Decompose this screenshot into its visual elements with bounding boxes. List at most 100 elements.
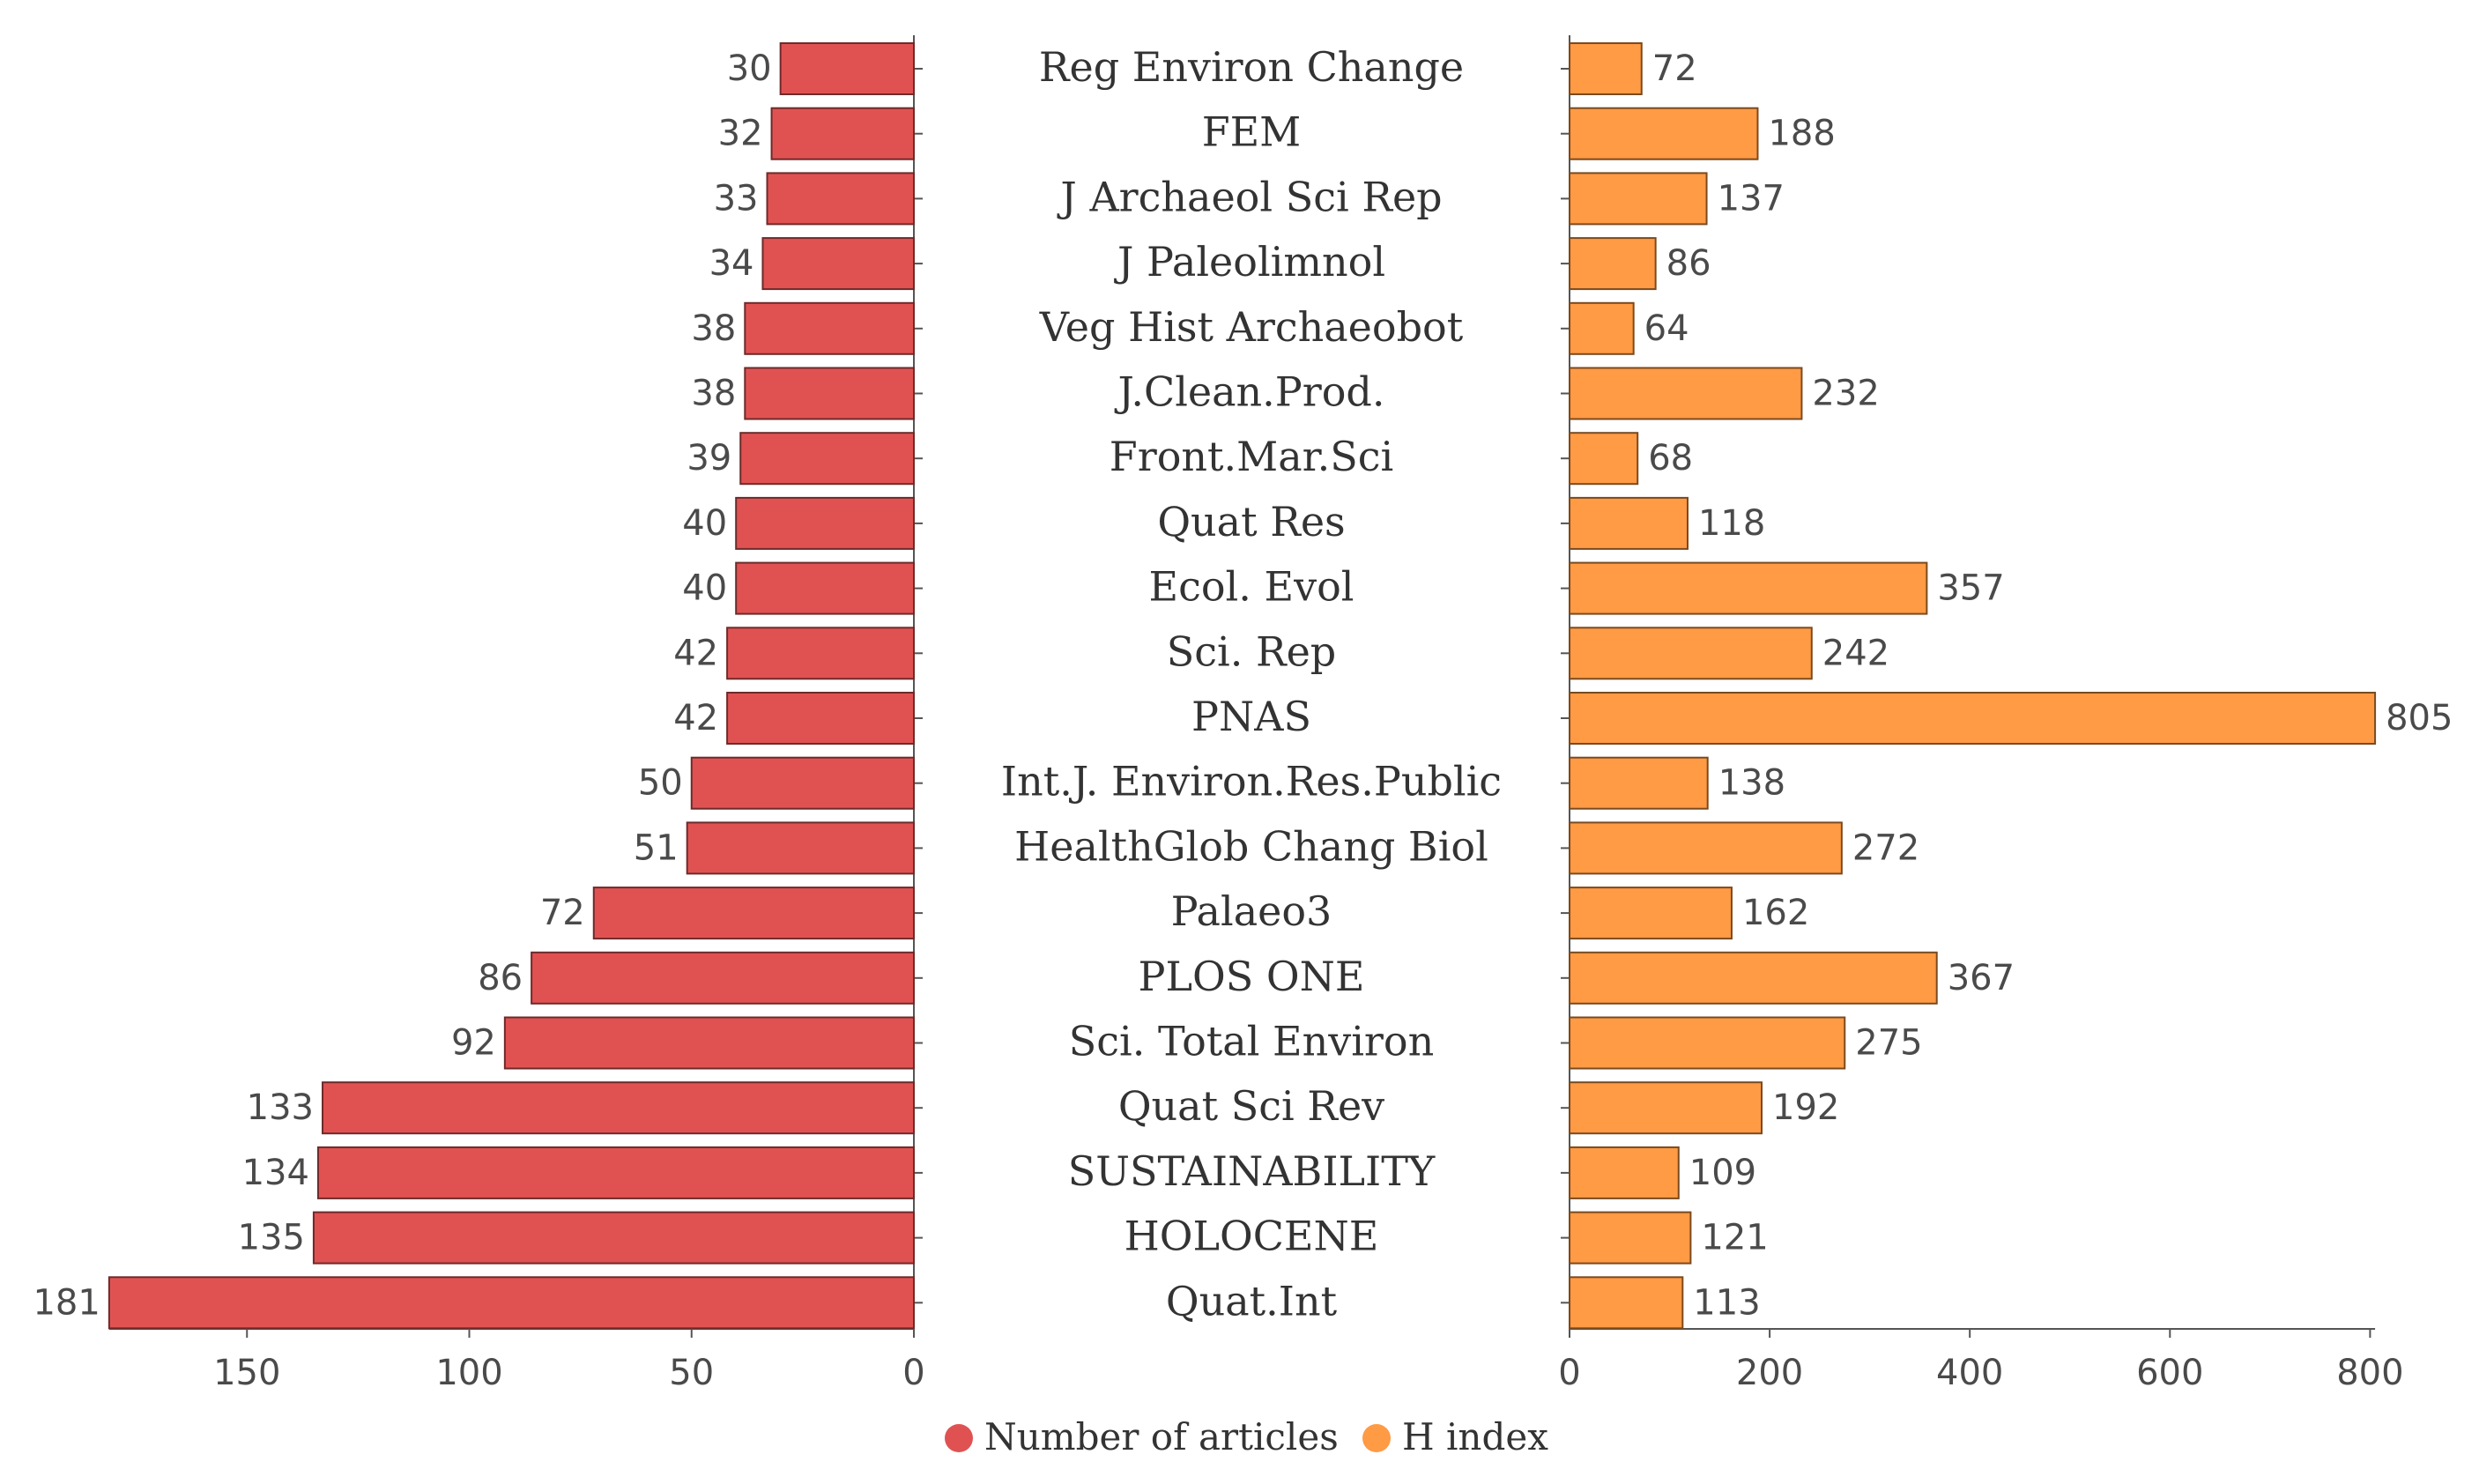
- journal-label: J Paleolimnol: [1114, 238, 1385, 286]
- h-index-data-label: 272: [1852, 827, 1919, 868]
- legend-articles-label: Number of articles: [984, 1415, 1339, 1458]
- articles-bar: [312, 1211, 915, 1265]
- journal-label: J Archaeol Sci Rep: [1057, 173, 1442, 220]
- articles-data-label: 181: [33, 1282, 100, 1323]
- h-index-bar: [1569, 1211, 1692, 1265]
- h-index-data-label: 275: [1855, 1023, 1922, 1064]
- articles-data-label: 135: [238, 1218, 305, 1258]
- articles-data-label: 39: [687, 438, 731, 479]
- h-index-bar: [1569, 1081, 1763, 1135]
- journal-label: HOLOCENE: [1124, 1213, 1379, 1260]
- articles-bar: [744, 301, 915, 355]
- h-index-bar: [1569, 367, 1803, 420]
- h-index-bar: [1569, 692, 2377, 745]
- left-x-tick-label: 150: [213, 1353, 280, 1393]
- journal-label: J.Clean.Prod.: [1115, 368, 1385, 416]
- h-index-data-label: 64: [1644, 308, 1689, 349]
- articles-bar: [531, 951, 915, 1005]
- articles-data-label: 133: [247, 1087, 314, 1128]
- h-index-data-label: 138: [1718, 763, 1785, 804]
- journal-label: Quat Sci Rev: [1118, 1082, 1384, 1130]
- right-x-tick-label: 800: [2336, 1353, 2403, 1393]
- h-index-data-label: 232: [1812, 374, 1879, 414]
- h-index-data-label: 118: [1698, 503, 1765, 544]
- h-index-bar: [1569, 561, 1928, 615]
- journal-label: Veg Hist Archaeobot: [1039, 303, 1464, 351]
- journal-label: PLOS ONE: [1139, 953, 1365, 1000]
- h-index-bar: [1569, 627, 1813, 680]
- h-index-bar: [1569, 107, 1759, 160]
- articles-bar: [592, 887, 915, 940]
- journal-label: Sci. Total Environ: [1069, 1018, 1435, 1065]
- journal-label: Int.J. Environ.Res.Public: [1001, 758, 1502, 805]
- right-x-tick-label: 400: [1936, 1353, 2003, 1393]
- articles-bar: [735, 561, 916, 615]
- h-index-bar: [1569, 821, 1843, 875]
- h-index-bar: [1569, 301, 1635, 355]
- articles-data-label: 33: [714, 178, 759, 219]
- articles-bar: [503, 1016, 915, 1070]
- legend-articles-marker: [945, 1424, 973, 1452]
- right-x-tick-label: 200: [1736, 1353, 1803, 1393]
- h-index-bar: [1569, 1016, 1846, 1070]
- right-x-tick-label: 0: [1558, 1353, 1580, 1393]
- articles-bar: [690, 756, 915, 810]
- h-index-data-label: 367: [1948, 958, 2015, 998]
- articles-data-label: 40: [682, 503, 727, 544]
- journal-label: FEM: [1202, 108, 1302, 156]
- articles-data-label: 50: [638, 763, 683, 804]
- articles-bar: [735, 496, 916, 550]
- articles-data-label: 86: [478, 958, 523, 998]
- h-index-bar: [1569, 1276, 1684, 1330]
- articles-data-label: 32: [718, 114, 763, 154]
- h-index-data-label: 121: [1701, 1218, 1768, 1258]
- articles-data-label: 42: [673, 698, 718, 738]
- legend-h-index-label: H index: [1402, 1415, 1548, 1458]
- legend-h-index-marker: [1362, 1424, 1391, 1452]
- journal-label: Sci. Rep: [1167, 627, 1337, 675]
- articles-bar: [761, 237, 915, 291]
- left-x-tick-label: 50: [669, 1353, 714, 1393]
- h-index-bar: [1569, 887, 1733, 940]
- journal-label: HealthGlob Chang Biol: [1014, 822, 1488, 870]
- journal-label: SUSTAINABILITY: [1068, 1147, 1436, 1195]
- articles-data-label: 42: [673, 633, 718, 673]
- articles-bar: [726, 692, 915, 745]
- h-index-data-label: 357: [1937, 568, 2004, 609]
- journal-label: Ecol. Evol: [1149, 563, 1355, 611]
- articles-data-label: 72: [540, 893, 585, 933]
- h-index-bar: [1569, 951, 1938, 1005]
- h-index-data-label: 68: [1648, 438, 1693, 479]
- h-index-data-label: 72: [1652, 48, 1697, 89]
- articles-bar: [108, 1276, 916, 1330]
- articles-data-label: 134: [242, 1153, 309, 1193]
- h-index-data-label: 137: [1718, 178, 1785, 219]
- h-index-data-label: 113: [1693, 1282, 1760, 1323]
- journal-label: Quat.Int: [1166, 1277, 1338, 1324]
- h-index-bar: [1569, 172, 1708, 226]
- h-index-bar: [1569, 42, 1643, 95]
- h-index-bar: [1569, 1146, 1680, 1199]
- h-index-data-label: 242: [1822, 633, 1889, 673]
- articles-data-label: 34: [709, 243, 754, 284]
- h-index-bar: [1569, 432, 1639, 486]
- articles-bar: [739, 432, 915, 486]
- articles-data-label: 30: [727, 48, 772, 89]
- h-index-bar: [1569, 237, 1657, 291]
- left-x-tick-label: 0: [902, 1353, 924, 1393]
- articles-data-label: 40: [682, 568, 727, 609]
- journal-label: PNAS: [1191, 693, 1311, 740]
- articles-bar: [744, 367, 915, 420]
- articles-data-label: 92: [451, 1023, 496, 1064]
- h-index-data-label: 162: [1742, 893, 1809, 933]
- articles-bar: [766, 172, 916, 226]
- h-index-bar: [1569, 756, 1709, 810]
- articles-data-label: 51: [634, 827, 679, 868]
- journal-label: Palaeo3: [1171, 887, 1332, 935]
- h-index-bar: [1569, 496, 1689, 550]
- articles-bar: [779, 42, 916, 95]
- journal-label: Front.Mar.Sci: [1110, 433, 1393, 480]
- articles-data-label: 38: [691, 308, 736, 349]
